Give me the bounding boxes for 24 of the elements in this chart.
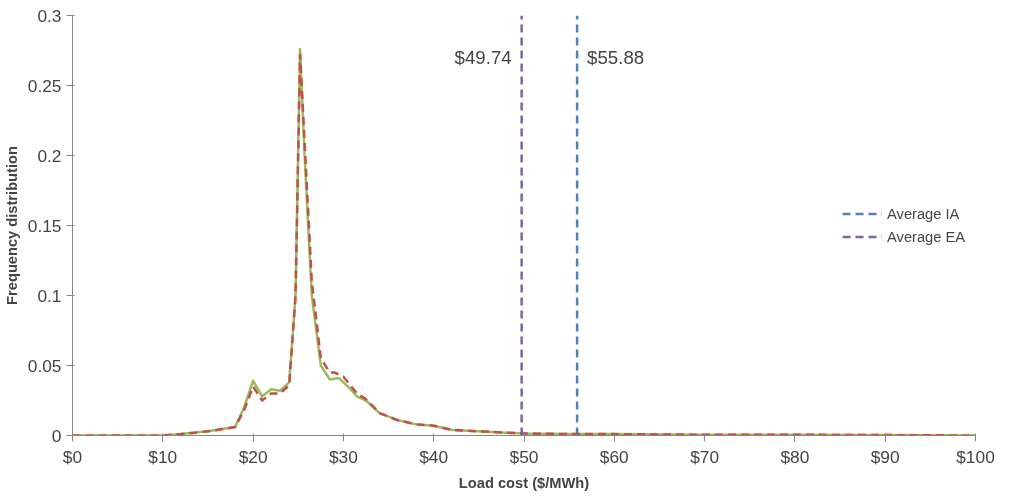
x-tick-label: $90 — [870, 446, 900, 467]
legend-label: Average IA — [887, 205, 960, 222]
y-tick-label: 0.3 — [37, 5, 62, 26]
x-tick-label: $50 — [509, 446, 539, 467]
x-tick-label: $70 — [690, 446, 720, 467]
x-tick-label: $100 — [956, 446, 995, 467]
x-tick-label: $60 — [599, 446, 629, 467]
y-tick-label: 0 — [51, 425, 62, 446]
y-tick-label: 0.05 — [27, 355, 62, 376]
y-axis-title: Frequency distribution — [3, 146, 20, 305]
annotation: $55.88 — [587, 47, 645, 68]
y-tick-label: 0.25 — [27, 75, 62, 96]
x-tick-label: $40 — [419, 446, 449, 467]
annotation: $49.74 — [454, 47, 512, 68]
x-tick-label: $0 — [62, 446, 83, 467]
x-tick-label: $80 — [780, 446, 810, 467]
y-tick-label: 0.2 — [37, 145, 62, 166]
x-axis-title: Load cost ($/MWh) — [458, 474, 590, 491]
x-tick-label: $30 — [328, 446, 358, 467]
x-tick-label: $10 — [148, 446, 178, 467]
y-tick-label: 0.1 — [37, 285, 62, 306]
legend-label: Average EA — [887, 228, 965, 245]
x-tick-label: $20 — [238, 446, 268, 467]
y-tick-label: 0.15 — [27, 215, 62, 236]
